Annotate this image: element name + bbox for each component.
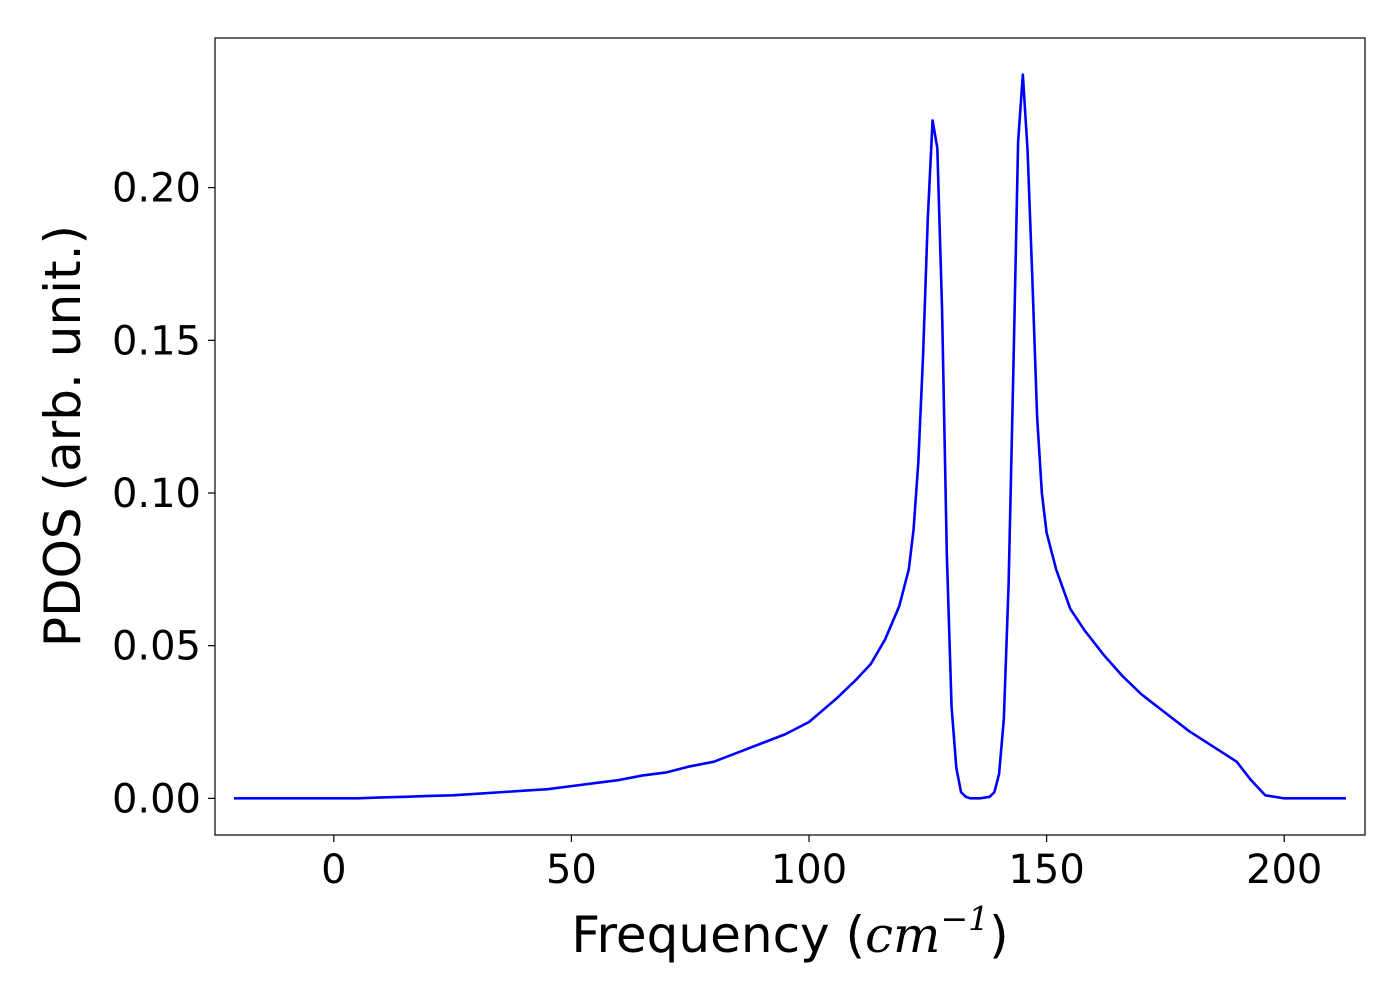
x-axis-label: Frequency (cm−1) (571, 899, 1008, 964)
y-tick-label: 0.20 (112, 166, 201, 212)
y-axis-ticks: 0.00 0.05 0.10 0.15 0.20 (112, 166, 215, 822)
pdos-series-line (234, 73, 1346, 800)
y-tick-label: 0.00 (112, 776, 201, 822)
x-tick-label: 50 (546, 847, 597, 893)
x-tick-label: 200 (1246, 847, 1322, 893)
y-tick-label: 0.05 (112, 624, 201, 670)
y-tick-label: 0.15 (112, 318, 201, 364)
x-tick-label: 0 (321, 847, 346, 893)
x-axis-ticks: 0 50 100 150 200 (321, 835, 1322, 893)
y-tick-label: 0.10 (112, 471, 201, 517)
x-tick-label: 150 (1008, 847, 1084, 893)
plot-frame (214, 37, 1366, 836)
x-tick-label: 100 (771, 847, 847, 893)
y-axis-label: PDOS (arb. unit.) (34, 225, 92, 647)
